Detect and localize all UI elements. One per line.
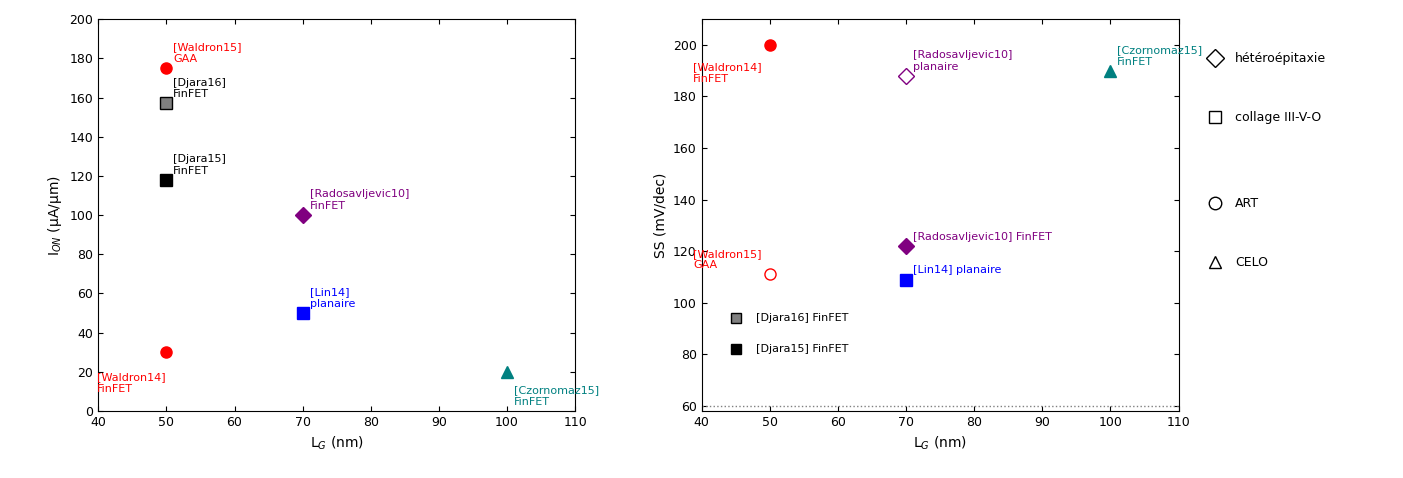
Text: [Djara15] FinFET: [Djara15] FinFET xyxy=(756,344,849,354)
Text: [Lin14]
planaire: [Lin14] planaire xyxy=(310,287,355,309)
Text: [Djara16] FinFET: [Djara16] FinFET xyxy=(756,313,849,323)
Text: [Czornomaz15]
FinFET: [Czornomaz15] FinFET xyxy=(1117,45,1202,66)
Y-axis label: SS (mV/dec): SS (mV/dec) xyxy=(654,173,668,258)
Text: [Czornomaz15]
FinFET: [Czornomaz15] FinFET xyxy=(513,385,599,407)
Text: [Waldron14]
FinFET: [Waldron14] FinFET xyxy=(693,62,762,84)
Text: [Lin14] planaire: [Lin14] planaire xyxy=(913,265,1002,275)
Text: hétéroépitaxie: hétéroépitaxie xyxy=(1235,52,1326,65)
Text: [Waldron15]
GAA: [Waldron15] GAA xyxy=(693,249,762,270)
Text: CELO: CELO xyxy=(1235,256,1268,269)
X-axis label: L$_G$ (nm): L$_G$ (nm) xyxy=(913,435,967,452)
Text: [Radosavljevic10] FinFET: [Radosavljevic10] FinFET xyxy=(913,232,1052,242)
Text: [Waldron14]
FinFET: [Waldron14] FinFET xyxy=(97,372,166,394)
Text: [Waldron15]
GAA: [Waldron15] GAA xyxy=(174,43,241,64)
Text: collage III-V-O: collage III-V-O xyxy=(1235,110,1322,124)
Text: ART: ART xyxy=(1235,197,1258,210)
Text: [Djara15]
FinFET: [Djara15] FinFET xyxy=(174,154,226,175)
X-axis label: L$_G$ (nm): L$_G$ (nm) xyxy=(310,435,363,452)
Y-axis label: I$_{ON}$ (μA/μm): I$_{ON}$ (μA/μm) xyxy=(46,174,65,256)
Text: [Radosavljevic10]
planaire: [Radosavljevic10] planaire xyxy=(913,50,1012,72)
Text: [Djara16]
FinFET: [Djara16] FinFET xyxy=(174,77,226,99)
Text: [Radosavljevic10]
FinFET: [Radosavljevic10] FinFET xyxy=(310,189,408,211)
